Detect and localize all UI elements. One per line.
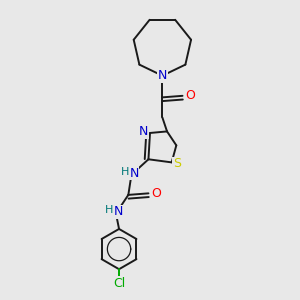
Text: S: S	[173, 158, 181, 170]
Text: N: N	[158, 69, 167, 82]
Text: N: N	[129, 167, 139, 180]
Text: H: H	[105, 206, 113, 215]
Text: N: N	[114, 206, 123, 218]
Text: N: N	[139, 125, 148, 138]
Text: H: H	[120, 167, 129, 177]
Text: O: O	[151, 187, 161, 200]
Text: O: O	[185, 89, 195, 102]
Text: Cl: Cl	[113, 277, 125, 290]
